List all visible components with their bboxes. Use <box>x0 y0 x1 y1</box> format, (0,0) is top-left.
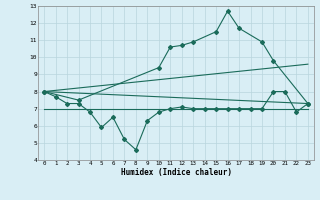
X-axis label: Humidex (Indice chaleur): Humidex (Indice chaleur) <box>121 168 231 177</box>
